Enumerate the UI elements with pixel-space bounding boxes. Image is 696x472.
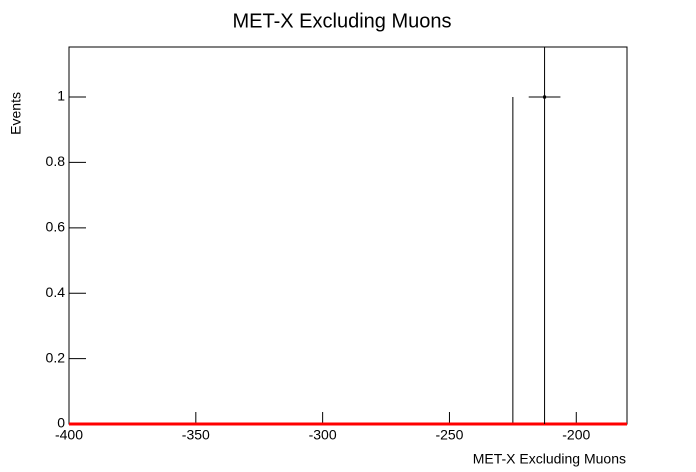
y-axis-label: Events [8,92,24,135]
data-point [543,95,547,99]
y-tick-label: 1 [57,88,65,104]
x-tick-label: -200 [562,427,590,443]
y-tick-label: 0.2 [46,349,66,365]
x-tick-label: -250 [435,427,463,443]
chart-title: MET-X Excluding Muons [233,10,452,32]
x-tick-label: -300 [309,427,337,443]
x-tick-label: -350 [182,427,210,443]
y-tick-label: 0 [57,415,65,431]
plot-frame [68,46,628,425]
x-axis-label: MET-X Excluding Muons [473,451,626,467]
x-tick-label: -400 [55,427,83,443]
y-tick-label: 0.6 [46,219,66,235]
y-tick-label: 0.8 [46,153,66,169]
y-tick-label: 0.4 [46,284,66,300]
